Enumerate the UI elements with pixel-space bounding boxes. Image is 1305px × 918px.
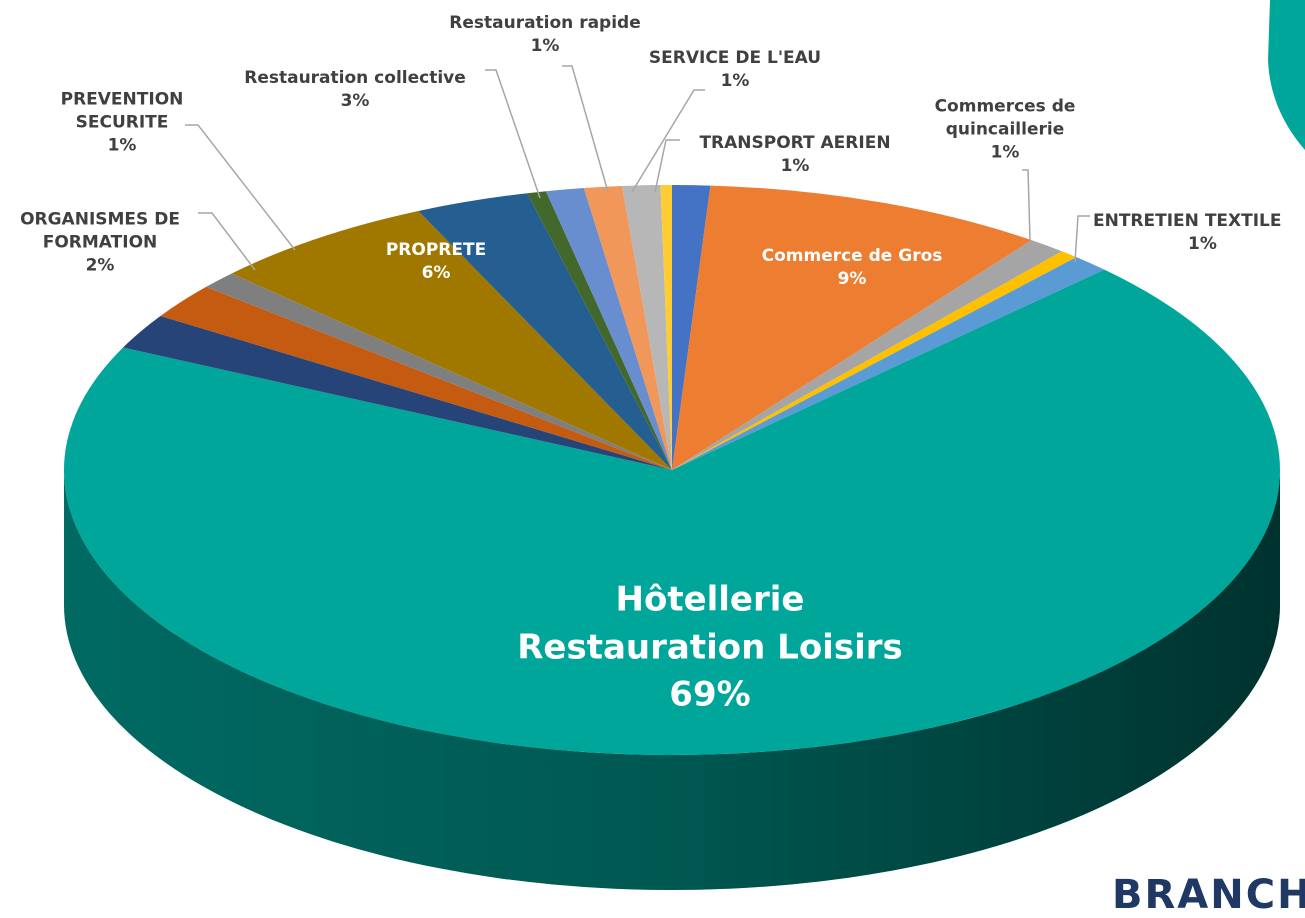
category-label: Commerce de Gros	[761, 246, 943, 267]
category-label: Restauration collective	[244, 68, 466, 89]
value-label: 1%	[1188, 234, 1217, 254]
slice-label: PREVENTION SECURITE 1%	[42, 89, 202, 158]
category-label: PROPRETE	[385, 240, 487, 261]
slice	[660, 185, 672, 470]
slice-label: ORGANISMES DE FORMATION 2%	[0, 209, 200, 278]
leader-line	[198, 212, 256, 271]
slice-label: Commerces de quincaillerie 1%	[915, 96, 1095, 165]
slice	[160, 286, 672, 470]
slice	[231, 210, 672, 470]
decor-blob	[1268, 0, 1305, 150]
category-label: ORGANISMES DE FORMATION	[20, 209, 180, 253]
slice	[63, 269, 1280, 756]
leader-line	[485, 69, 541, 199]
slice-label: Hôtellerie Restauration Loisirs 69%	[500, 577, 920, 720]
slice	[672, 185, 711, 470]
value-label: 69%	[669, 674, 751, 715]
leader-line	[631, 89, 705, 193]
slice-label: Commerce de Gros 9%	[732, 245, 972, 291]
value-label: 9%	[837, 269, 867, 289]
leader-line	[1022, 169, 1031, 241]
slice	[622, 185, 672, 471]
slice-label: ENTRETIEN TEXTILE 1%	[1093, 210, 1282, 256]
slice	[123, 315, 672, 470]
leader-line	[562, 65, 609, 193]
value-label: 6%	[421, 263, 451, 283]
slice	[418, 193, 672, 470]
value-label: 1%	[720, 71, 750, 91]
slice	[583, 185, 672, 470]
value-label: 3%	[340, 91, 370, 111]
category-label: PREVENTION SECURITE	[60, 89, 184, 133]
category-label: ENTRETIEN TEXTILE	[1093, 211, 1282, 232]
slice	[672, 185, 1032, 470]
fragment-text: BRANCHE	[1112, 872, 1305, 918]
slice	[672, 240, 1062, 470]
category-label: TRANSPORT AERIEN	[699, 133, 891, 154]
value-label: 1%	[780, 156, 810, 176]
category-label: Commerces de quincaillerie	[934, 96, 1076, 140]
slice-label: Restauration rapide 1%	[435, 12, 655, 58]
slice	[206, 273, 672, 470]
value-label: 2%	[85, 255, 115, 276]
slice-label: TRANSPORT AERIEN 1%	[675, 132, 915, 178]
slice	[527, 191, 672, 470]
category-label: Hôtellerie Restauration Loisirs	[517, 579, 903, 668]
category-label: Restauration rapide	[449, 13, 641, 34]
leader-line	[1074, 215, 1090, 263]
slice-label: PROPRETE 6%	[366, 239, 506, 285]
slice	[672, 257, 1105, 470]
value-label: 1%	[990, 142, 1020, 163]
slice	[545, 188, 672, 471]
category-label: SERVICE DE L'EAU	[648, 48, 822, 69]
leader-line	[654, 139, 680, 193]
slice-label: Restauration collective 3%	[225, 67, 485, 113]
value-label: 1%	[530, 36, 560, 56]
leader-line	[185, 124, 296, 251]
value-label: 1%	[107, 135, 137, 156]
slice-label: SERVICE DE L'EAU 1%	[625, 47, 845, 93]
slice-side-shade	[64, 470, 1280, 890]
slice	[672, 251, 1077, 470]
